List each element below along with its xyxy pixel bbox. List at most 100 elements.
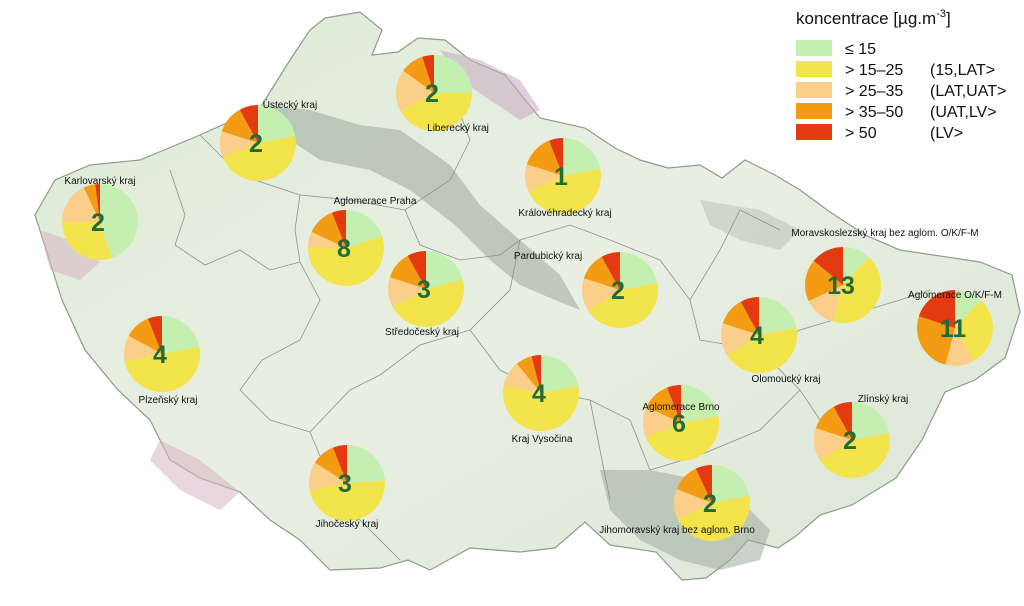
region-name: Karlovarský kraj	[64, 176, 135, 187]
station-count: 4	[532, 380, 546, 408]
pie-slice	[309, 480, 385, 522]
pie-slice	[528, 168, 601, 214]
pie-slice	[308, 231, 346, 248]
pie-slice	[583, 256, 620, 290]
legend-swatch	[796, 124, 832, 140]
pie-slice	[674, 489, 712, 520]
pie-slice	[100, 184, 138, 259]
pie-slice	[722, 301, 759, 335]
region-name: Olomoucký kraj	[752, 374, 821, 385]
pie-slice	[346, 210, 383, 248]
pie-slice	[332, 210, 346, 248]
region-name: Ústecký kraj	[263, 98, 317, 111]
station-count: 4	[750, 322, 764, 350]
pie-slice	[220, 131, 258, 157]
pie-slice	[582, 278, 620, 311]
pie-slice	[400, 93, 472, 131]
region-name: Pardubický kraj	[514, 251, 582, 262]
pie-slice	[422, 55, 434, 93]
legend-title: koncentrace [µg.m-3]	[796, 8, 951, 28]
pie-slice	[945, 328, 974, 366]
pie-slice	[645, 415, 719, 461]
pie-slice	[347, 445, 385, 483]
station-count: 6	[672, 410, 686, 438]
station-count: 1	[554, 163, 568, 191]
legend-swatch	[796, 40, 832, 56]
region-pie: 2 Zlínský kraj	[814, 394, 908, 478]
station-count: 2	[703, 490, 717, 518]
pie-slice	[667, 385, 681, 423]
pie-slice	[843, 247, 870, 285]
station-count: 2	[91, 209, 105, 237]
pie-slice	[311, 212, 346, 248]
region-name: Liberecký kraj	[427, 123, 489, 134]
pie-slice	[389, 255, 426, 289]
legend-class-range: (LV>	[930, 125, 963, 142]
pie-slice	[392, 279, 464, 327]
legend-swatch	[796, 103, 832, 119]
region-name: Středočeský kraj	[385, 327, 459, 338]
pie-slice	[695, 465, 712, 503]
pie-slice	[852, 402, 890, 440]
station-count: 2	[611, 277, 625, 305]
region-pie: 2 Jihomoravský kraj bez aglom. Brno	[599, 465, 755, 541]
region-pie: 3 Jihočeský kraj	[309, 445, 385, 530]
pie-slice	[808, 285, 843, 322]
pie-slice	[601, 252, 620, 290]
station-count: 13	[827, 272, 855, 300]
region-name: Zlínský kraj	[858, 394, 909, 405]
legend-class-label: > 25–35	[845, 83, 903, 100]
pie-slice	[426, 251, 463, 289]
pie-slice	[531, 355, 541, 393]
pie-slice	[148, 316, 162, 354]
station-count: 8	[337, 235, 351, 263]
legend-title-main: koncentrace [µg.m	[796, 9, 936, 28]
pie-slice	[813, 247, 843, 285]
pie-slice	[642, 406, 681, 437]
pie-slice	[620, 252, 658, 290]
pie-slice	[646, 387, 681, 423]
station-count: 2	[249, 130, 263, 158]
station-count: 3	[338, 470, 352, 498]
region-pie: 13 Moravskoslezský kraj bez aglom. O/K/F-…	[791, 228, 979, 324]
region-name: Jihomoravský kraj bez aglom. Brno	[599, 525, 755, 536]
legend: koncentrace [µg.m-3] ≤ 15 > 15–25 (15,LAT>…	[796, 8, 1006, 142]
pie-slice	[814, 428, 852, 461]
pie-slice	[955, 290, 982, 328]
pie-slice	[387, 277, 426, 308]
pie-slice	[222, 135, 296, 181]
pie-slice	[805, 260, 843, 302]
pie-slice	[677, 495, 750, 541]
pie-slice	[403, 56, 434, 93]
pie-slice	[759, 297, 797, 335]
pie-chart-layer: 2 Karlovarský kraj 2 Ústecký kraj 2 Liberecký…	[62, 55, 1002, 541]
region-name: Plzeňský kraj	[139, 395, 198, 406]
pie-slice	[434, 55, 472, 93]
region-name: Jihočeský kraj	[316, 519, 379, 530]
pie-slice	[815, 406, 852, 440]
pie-slice	[407, 251, 426, 289]
region-name: Aglomerace Praha	[334, 196, 417, 207]
pie-slice	[955, 300, 993, 362]
region-boundaries	[169, 99, 931, 561]
region-pie: 4 Plzeňský kraj	[124, 316, 200, 406]
pie-slice	[726, 327, 797, 373]
pie-slice	[918, 290, 955, 328]
legend-class-label: > 35–50	[845, 104, 903, 121]
region-name: Aglomerace O/K/F-M	[908, 290, 1002, 301]
pie-slice	[62, 187, 100, 222]
pie-slice	[221, 109, 258, 143]
pie-slice	[162, 316, 200, 354]
legend-class-range: (UAT,LV>	[930, 104, 997, 121]
pie-slice	[917, 316, 955, 365]
station-count: 4	[153, 341, 167, 369]
legend-swatch	[796, 82, 832, 98]
pie-slice	[712, 465, 750, 503]
region-pie: 2 Pardubický kraj	[514, 251, 658, 329]
pie-slice	[503, 363, 541, 393]
pie-slice	[681, 385, 719, 423]
pie-slice	[309, 462, 347, 491]
pie-slice	[516, 356, 541, 393]
region-pie: 1 Královéhradecký kraj	[518, 138, 612, 219]
